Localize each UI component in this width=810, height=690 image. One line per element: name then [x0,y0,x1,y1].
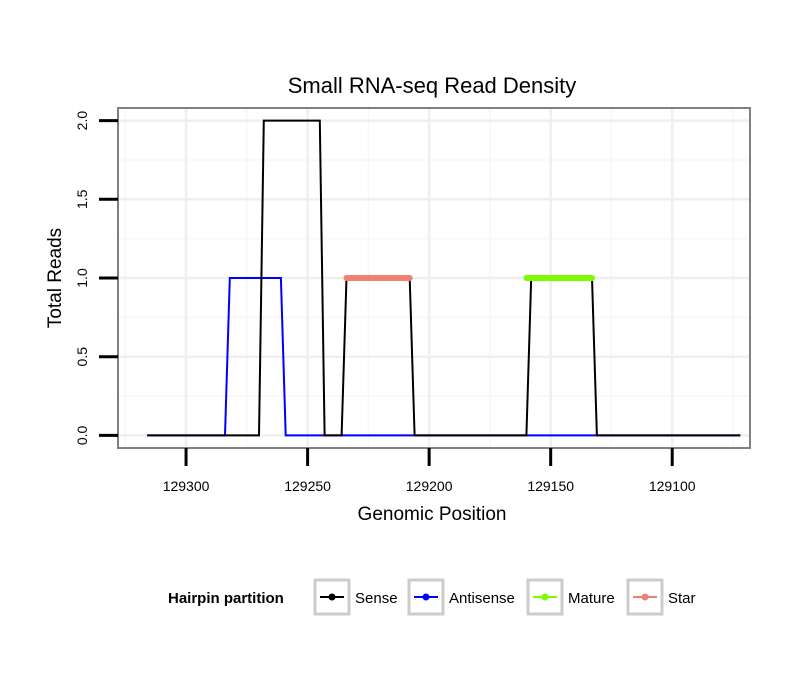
legend-label-antisense: Antisense [449,590,515,607]
legend-key-point [422,593,430,601]
x-tick-label: 129250 [284,478,331,494]
y-tick-label: 0.0 [74,425,90,445]
legend-label-mature: Mature [568,590,615,607]
y-tick-label: 0.5 [74,347,90,367]
x-tick-label: 129200 [406,478,453,494]
legend: Hairpin partition Sense Antisense Mature St… [168,578,696,616]
y-axis: 0.0 0.5 1.0 1.5 2.0 [74,111,118,445]
legend-label-star: Star [668,590,696,607]
grid [118,108,750,448]
x-tick-label: 129300 [163,478,210,494]
x-tick-label: 129100 [649,478,696,494]
chart-title: Small RNA-seq Read Density [288,73,577,98]
y-tick-label: 1.5 [74,189,90,209]
series-antisense-line [147,277,741,437]
legend-title: Hairpin partition [168,590,284,607]
y-tick-label: 1.0 [74,268,90,288]
x-tick-label: 129150 [527,478,574,494]
legend-label-sense: Sense [355,590,398,607]
legend-key-point [541,593,549,601]
x-axis-title: Genomic Position [358,504,507,525]
series-layer [147,119,741,437]
y-tick-label: 2.0 [74,111,90,131]
y-axis-title: Total Reads [45,228,66,328]
legend-key-point [641,593,649,601]
legend-key-point [328,593,336,601]
x-axis: 129300 129250 129200 129150 129100 [163,448,696,494]
